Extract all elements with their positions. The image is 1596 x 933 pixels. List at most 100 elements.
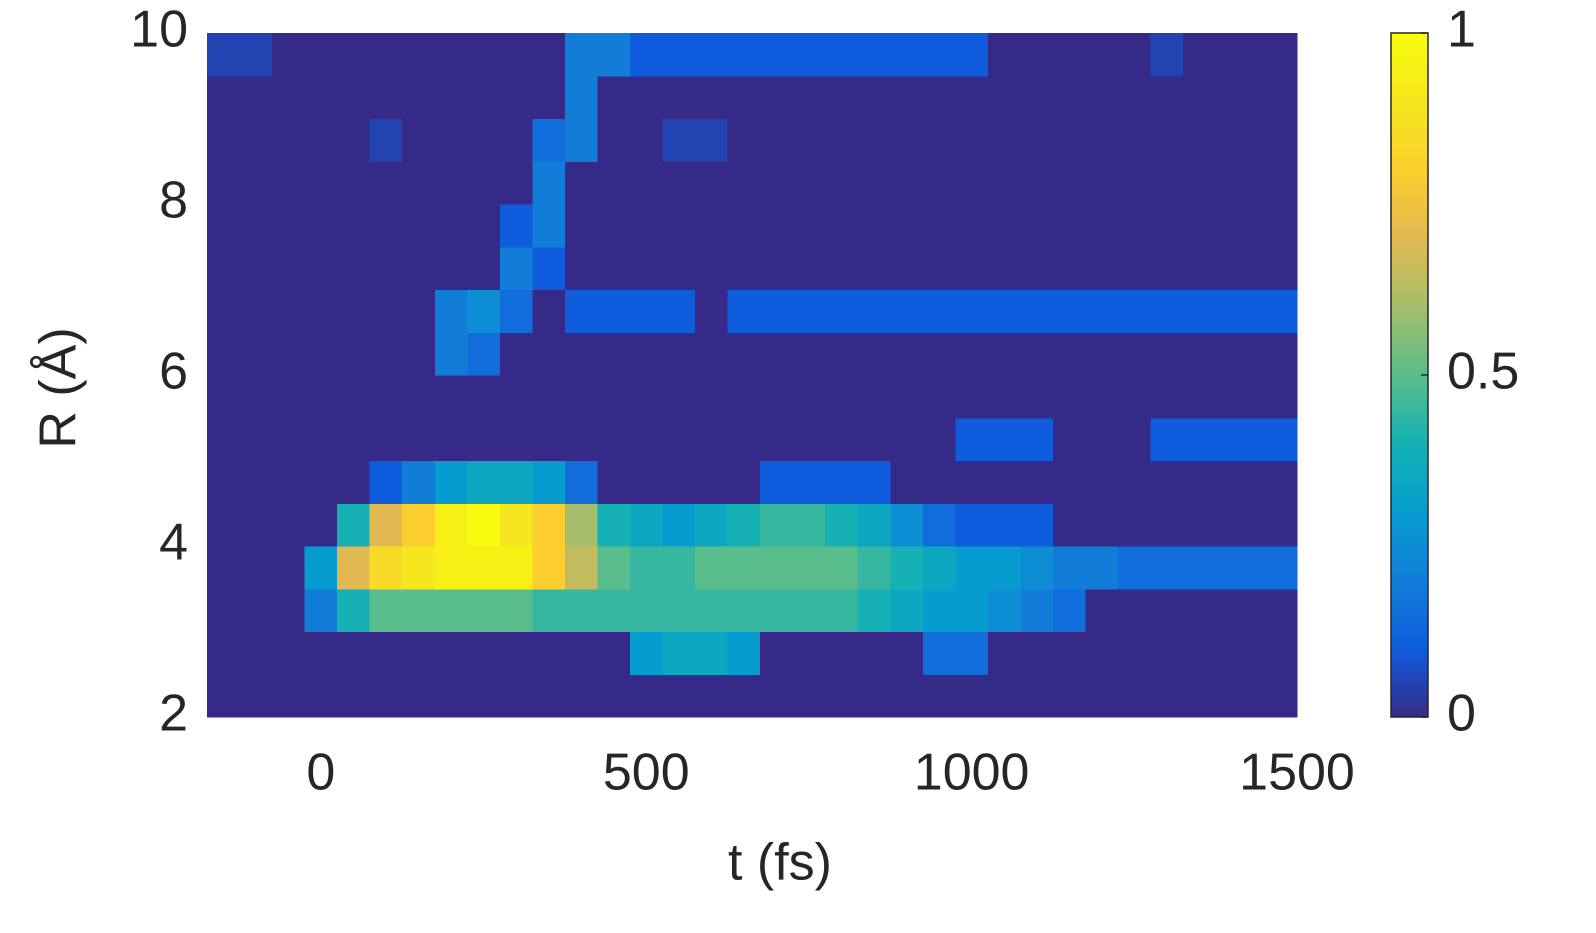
colorbar-swatch [1391,316,1428,323]
colorbar-swatch [1391,86,1428,93]
colorbar-swatch [1391,353,1428,360]
heatmap-cell [1215,417,1249,462]
heatmap-cell [597,289,631,333]
heatmap-cell [695,546,729,590]
heatmap-cell [760,375,794,419]
heatmap-cell [792,332,826,376]
heatmap-cell [1215,588,1249,633]
heatmap-cell [564,289,599,333]
heatmap-cell [695,33,729,77]
heatmap-cell [922,546,956,590]
heatmap-cell [629,246,664,291]
heatmap-cell [207,204,241,248]
heatmap-cell [857,161,891,205]
heatmap-cell [890,161,924,205]
colorbar-swatch [1391,524,1428,531]
heatmap-cell [239,417,273,462]
heatmap-cell [987,33,1022,77]
heatmap-cell [1248,417,1298,462]
heatmap-cell [402,246,436,291]
heatmap-cell [857,332,891,376]
heatmap-cell [564,503,599,547]
heatmap-cell [727,75,761,120]
heatmap-cell [1085,118,1119,162]
colorbar-swatch [1391,380,1428,387]
heatmap-cell [760,332,794,376]
heatmap-cell [1215,246,1249,291]
heatmap-cell [922,631,956,675]
x-tick-label: 1000 [914,744,1030,802]
heatmap-cell [1183,631,1217,675]
heatmap-cell [792,161,826,205]
colorbar-swatch [1391,214,1428,221]
heatmap-cell [337,161,371,205]
heatmap-cell [272,118,306,162]
heatmap-cell [922,588,956,633]
colorbar-swatch [1391,326,1428,333]
heatmap-cell [727,631,761,675]
heatmap-cell [1215,33,1249,77]
heatmap-cell [1052,631,1087,675]
heatmap-cell [987,375,1022,419]
heatmap-cell [987,161,1022,205]
heatmap-cell [727,460,761,504]
colorbar-swatch [1391,230,1428,237]
heatmap-cell [1052,33,1087,77]
heatmap-cell [629,332,664,376]
colorbar-swatch [1391,364,1428,371]
heatmap-cell [825,118,859,162]
heatmap-cell [564,460,599,504]
heatmap-cell [922,204,956,248]
heatmap-cell [1248,204,1298,248]
heatmap-cell [597,161,631,205]
heatmap-cell [1150,375,1184,419]
heatmap-cell [239,33,273,77]
heatmap-cell [955,375,989,419]
heatmap-cell [369,503,403,547]
colorbar-swatch [1391,684,1428,691]
heatmap-cell [1020,375,1054,419]
heatmap-cell [1248,118,1298,162]
heatmap-cell [402,546,436,590]
colorbar-swatch [1391,396,1428,403]
colorbar-swatch [1391,268,1428,275]
heatmap-cell [402,33,436,77]
heatmap-cell [597,631,631,675]
heatmap-cell [890,204,924,248]
heatmap-cell [825,204,859,248]
heatmap-cell [1248,33,1298,77]
heatmap-cell [1248,460,1298,504]
heatmap-cell [1020,204,1054,248]
heatmap-cell [239,246,273,291]
heatmap-cell [402,289,436,333]
heatmap-cell [955,75,989,120]
colorbar-swatch [1391,513,1428,520]
heatmap-cell [337,33,371,77]
heatmap-cell [1215,75,1249,120]
heatmap-cell [1215,161,1249,205]
colorbar-tick-label: 0 [1447,685,1476,743]
heatmap-cell [207,674,241,718]
heatmap-cell [825,33,859,77]
heatmap-cell [695,503,729,547]
colorbar-swatch [1391,652,1428,659]
heatmap-cell [499,503,533,547]
colorbar-swatch [1391,572,1428,579]
heatmap-cell [304,75,338,120]
heatmap-cell [629,118,664,162]
colorbar-tick-label: 1 [1447,1,1476,59]
colorbar-swatch [1391,310,1428,317]
heatmap-cell [857,204,891,248]
heatmap-cell [369,332,403,376]
heatmap-cell [434,674,468,718]
heatmap-cell [727,289,761,333]
colorbar-swatch [1391,562,1428,568]
heatmap-cell [1052,503,1087,547]
colorbar-tick-label: 0.5 [1447,343,1519,401]
heatmap-cell [272,375,306,419]
heatmap-cell [434,161,468,205]
heatmap-cell [434,289,468,333]
colorbar-swatch [1391,65,1428,72]
heatmap-cell [532,503,566,547]
heatmap-cell [1248,503,1298,547]
